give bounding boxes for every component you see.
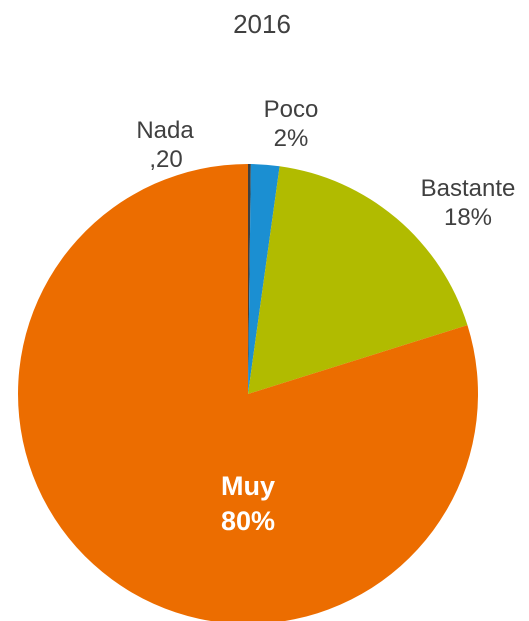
label-bastante-name: Bastante [421, 175, 516, 202]
pie-slices [18, 164, 478, 621]
slice-bastante [248, 166, 468, 394]
slice-nada [248, 164, 251, 394]
label-nada-value: ,20 [149, 146, 182, 173]
label-poco-value: 2% [274, 125, 309, 152]
label-bastante-value: 18% [444, 204, 492, 231]
label-nada-name: Nada [136, 117, 194, 144]
chart-title: 2016 [233, 9, 291, 39]
slice-muy [18, 164, 478, 621]
label-poco-name: Poco [264, 96, 319, 123]
label-muy-name: Muy [221, 471, 275, 501]
pie-labels: Nada ,20 Poco 2% Bastante 18% Muy 80% [136, 96, 515, 536]
label-muy-value: 80% [221, 506, 275, 536]
slice-poco [248, 164, 280, 394]
